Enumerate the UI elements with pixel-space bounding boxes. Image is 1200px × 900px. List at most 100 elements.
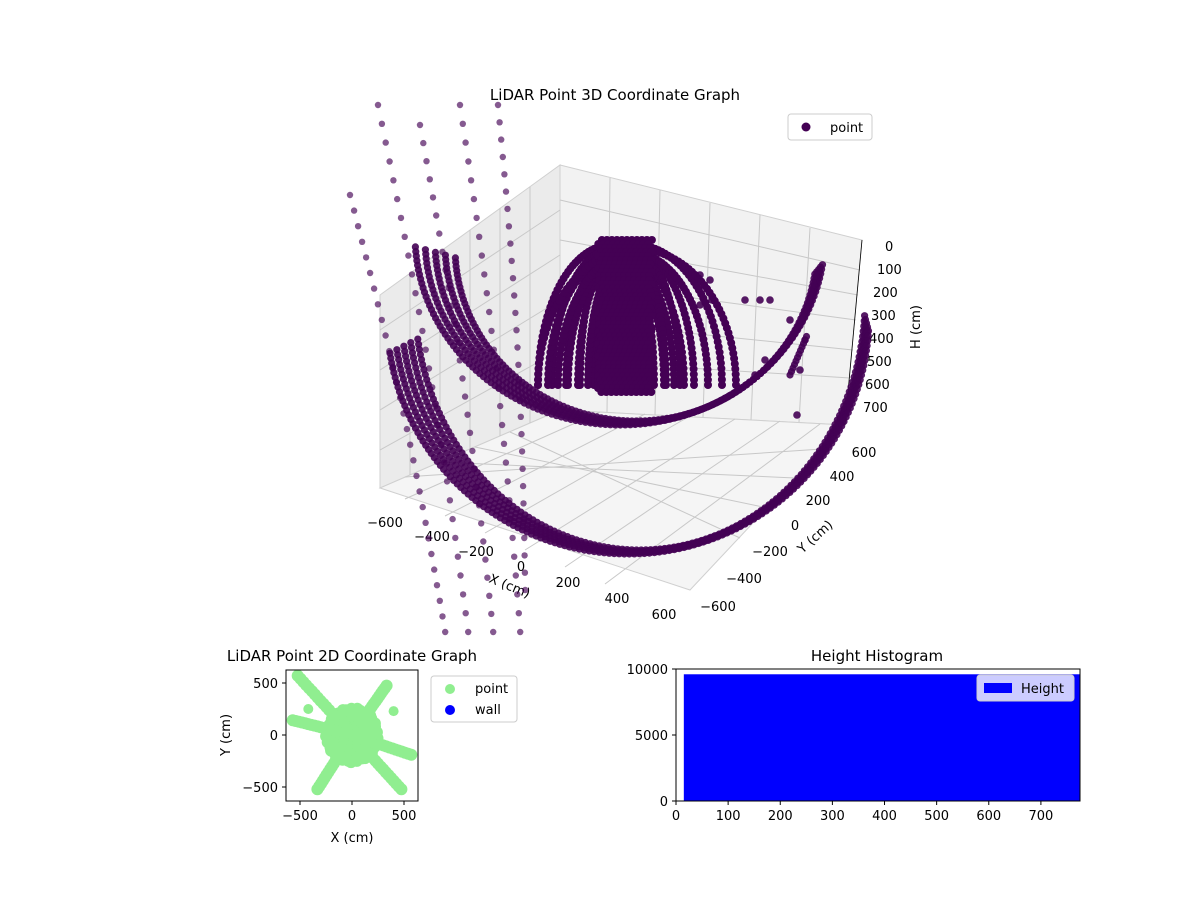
points-3d <box>346 101 873 636</box>
chart-3d-title: LiDAR Point 3D Coordinate Graph <box>490 86 740 104</box>
x-tick-label: 500 <box>924 809 949 824</box>
point-marker <box>421 246 429 254</box>
point-marker <box>420 139 427 147</box>
point-marker <box>286 714 299 727</box>
point-marker <box>513 327 520 334</box>
point-marker <box>426 176 433 183</box>
point-marker <box>620 550 628 558</box>
chart-histogram: Height Histogram 0 100 200 300 400 500 600 7000… <box>627 647 1081 824</box>
point-marker <box>416 488 423 495</box>
point-marker <box>431 248 439 256</box>
point-marker <box>696 271 704 279</box>
point-marker <box>441 251 449 259</box>
z-tick-label: 100 <box>877 263 902 278</box>
point-marker <box>473 214 480 222</box>
point-marker <box>431 566 438 573</box>
point-marker <box>486 592 493 599</box>
point-marker <box>635 550 644 558</box>
point-marker <box>756 296 764 304</box>
point-marker <box>459 591 467 598</box>
point-marker <box>433 582 441 589</box>
point-marker <box>464 411 471 418</box>
point-marker <box>346 191 354 199</box>
y-tick-label: 400 <box>830 470 855 485</box>
point-marker <box>514 344 521 351</box>
point-marker <box>408 271 416 278</box>
y-tick-label-2d: 0 <box>270 729 278 744</box>
point-marker <box>401 233 408 240</box>
point-marker <box>488 327 495 335</box>
point-marker <box>508 257 515 265</box>
point-marker <box>429 194 437 201</box>
z-tick-label: 300 <box>871 309 896 324</box>
point-marker <box>498 421 506 429</box>
point-marker <box>407 441 414 448</box>
point-marker <box>459 120 466 128</box>
point-marker <box>514 591 521 598</box>
point-marker <box>388 706 399 717</box>
point-marker <box>662 381 670 389</box>
y-tick-label: 200 <box>806 494 831 509</box>
chart-2d-title: LiDAR Point 2D Coordinate Graph <box>227 647 477 665</box>
point-marker <box>500 440 508 447</box>
z-ticks-3d: 0 100 200 300 400 500 600 700 H (cm) <box>844 239 924 426</box>
y-tick-label: −600 <box>700 600 736 615</box>
point-marker <box>386 158 393 165</box>
point-marker <box>393 346 401 354</box>
point-marker <box>670 381 678 389</box>
legend-label-point-2d: point <box>475 682 508 697</box>
z-axis-label-3d: H (cm) <box>909 305 924 349</box>
point-marker <box>459 375 466 382</box>
point-marker <box>380 679 393 692</box>
z-tick-label: 600 <box>865 378 890 393</box>
point-marker <box>303 704 314 714</box>
point-marker <box>469 447 476 455</box>
point-marker <box>483 290 490 297</box>
point-marker <box>517 628 524 636</box>
legend-marker-point <box>801 122 811 132</box>
point-marker <box>390 177 397 184</box>
x-tick-label: 300 <box>820 809 845 824</box>
point-marker <box>291 670 304 682</box>
point-marker <box>378 316 385 324</box>
z-tick-label: 400 <box>869 332 894 347</box>
y-tick-label: 0 <box>660 795 668 810</box>
point-marker <box>486 308 493 316</box>
point-marker <box>521 552 528 559</box>
point-marker <box>761 356 769 364</box>
point-marker <box>446 497 454 504</box>
x-tick-label-2d: 500 <box>392 809 417 824</box>
point-marker <box>504 478 511 485</box>
point-marker <box>422 346 429 353</box>
point-marker <box>374 101 382 109</box>
histogram-title: Height Histogram <box>811 647 943 665</box>
point-marker <box>751 371 759 379</box>
point-marker <box>501 171 508 178</box>
point-marker <box>439 613 446 620</box>
point-marker <box>499 153 506 161</box>
point-marker <box>467 177 475 184</box>
point-marker <box>517 413 524 420</box>
point-marker <box>706 276 714 284</box>
z-tick-label: 0 <box>885 240 893 255</box>
point-marker <box>482 556 489 563</box>
point-marker <box>405 748 418 761</box>
point-marker <box>676 375 684 384</box>
point-marker <box>509 275 517 282</box>
legend-3d: point <box>787 113 873 141</box>
y-tick-label: 5000 <box>635 729 668 744</box>
point-marker <box>413 472 420 480</box>
legend-label-height: Height <box>1021 682 1064 697</box>
x-tick-label: 600 <box>976 809 1001 824</box>
point-marker <box>397 214 405 222</box>
point-marker <box>414 335 422 343</box>
y-tick-label: 600 <box>852 446 877 461</box>
point-marker <box>519 482 527 490</box>
point-marker <box>410 457 417 464</box>
point-marker <box>478 252 485 259</box>
point-marker <box>436 230 443 237</box>
y-tick-label: 0 <box>791 519 799 534</box>
point-marker <box>511 553 518 560</box>
point-marker <box>412 290 419 297</box>
point-marker <box>647 388 656 396</box>
